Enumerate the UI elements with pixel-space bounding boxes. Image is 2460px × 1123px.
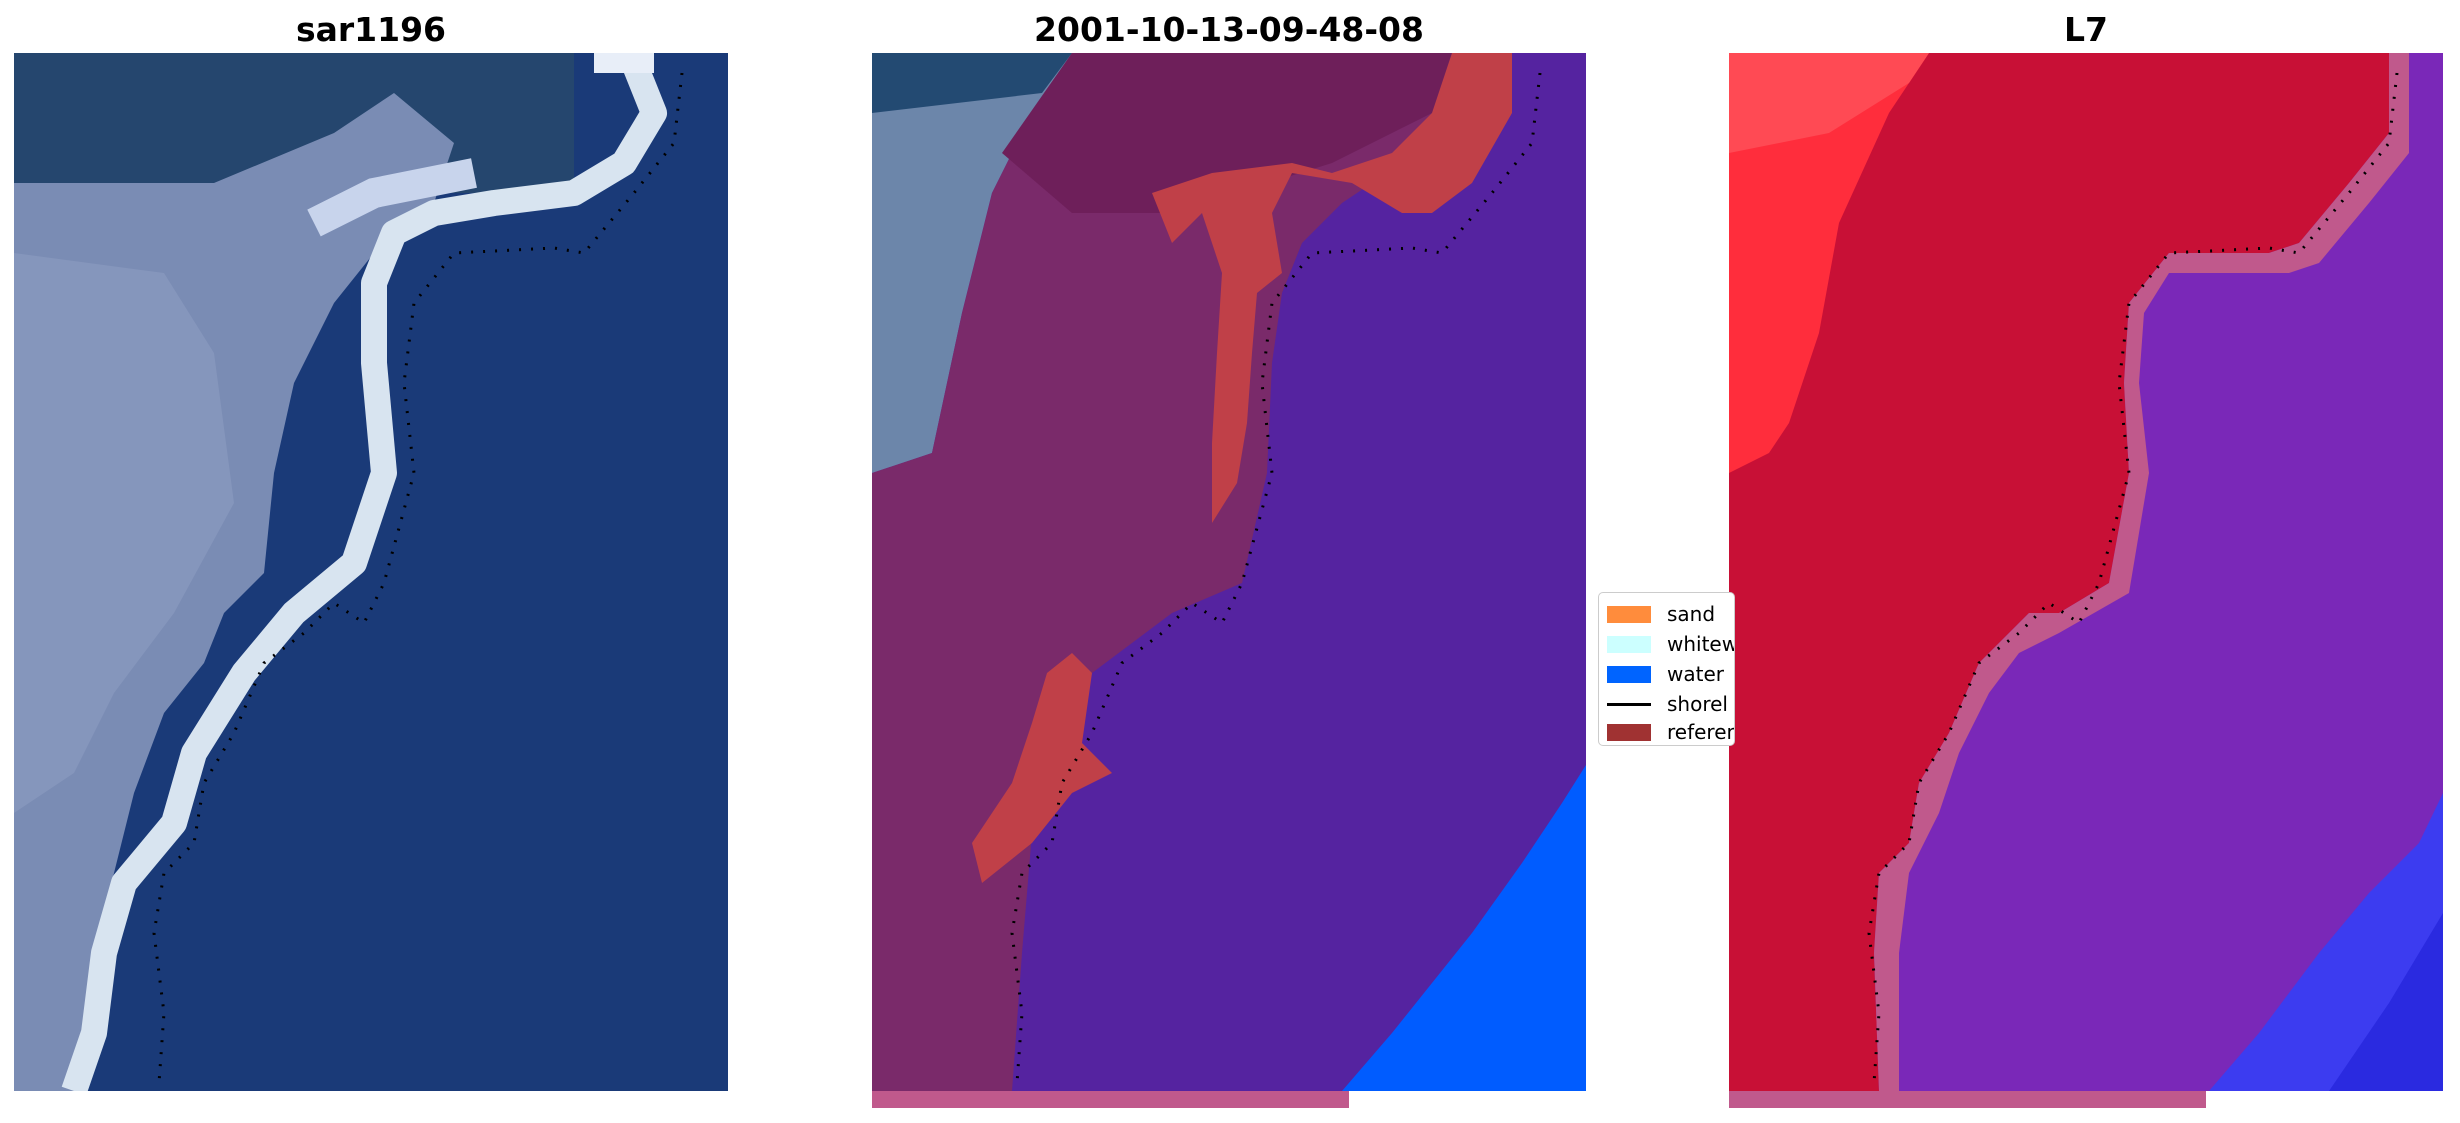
legend-label: referen: [1667, 720, 1735, 744]
panel-title-index: L7: [2064, 10, 2108, 49]
classified-image-panel: [872, 53, 1586, 1091]
panel-title-classified: 2001-10-13-09-48-08: [1034, 10, 1424, 49]
index-image-panel: [1729, 53, 2443, 1091]
legend-item-water: water: [1607, 661, 1724, 687]
legend-label: sand: [1667, 602, 1716, 626]
index-image: [1729, 53, 2443, 1091]
legend-label: water: [1667, 662, 1724, 686]
whitewater-swatch-icon: [1607, 635, 1651, 653]
legend-label: shorel: [1667, 692, 1728, 716]
rgb-image-panel: [14, 53, 728, 1091]
rgb-image: [14, 53, 728, 1091]
legend-label: whitew: [1667, 632, 1735, 656]
shoreline-line-icon: [1607, 702, 1651, 706]
classified-bottom-strip: [872, 1091, 1349, 1108]
reference-swatch-icon: [1607, 723, 1651, 741]
legend-item-shoreline: shorel: [1607, 691, 1728, 717]
index-bottom-strip: [1729, 1091, 2206, 1108]
panel-title-rgb: sar1196: [295, 10, 447, 49]
sand-swatch-icon: [1607, 605, 1651, 623]
water-swatch-icon: [1607, 665, 1651, 683]
legend: sand whitew water shorel referen: [1598, 592, 1735, 746]
legend-item-sand: sand: [1607, 601, 1715, 627]
legend-item-whitewater: whitew: [1607, 631, 1735, 657]
classified-image: [872, 53, 1586, 1091]
legend-item-reference: referen: [1607, 719, 1735, 745]
